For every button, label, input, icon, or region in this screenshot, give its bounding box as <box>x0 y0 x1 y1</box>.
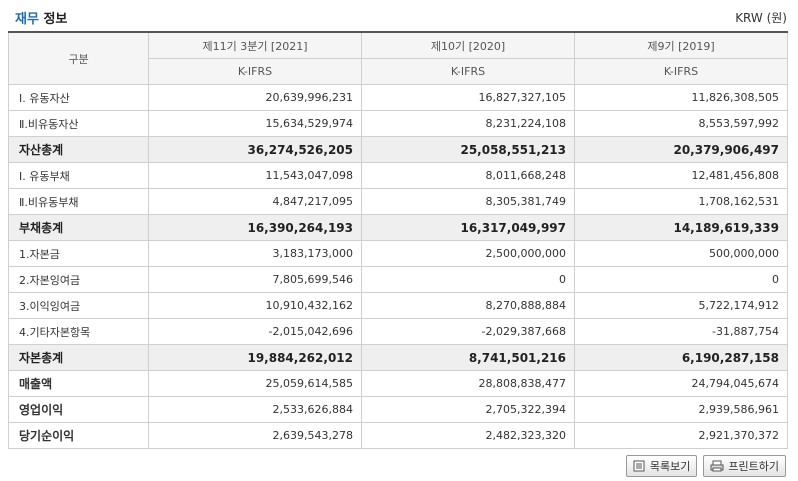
row-label: 당기순이익 <box>8 422 149 449</box>
row-value: 24,794,045,674 <box>574 370 788 397</box>
row-value: 8,741,501,216 <box>361 344 575 371</box>
row-value: -2,029,387,668 <box>361 318 575 345</box>
row-value: 16,390,264,193 <box>148 214 362 241</box>
column-header-period: 제9기 [2019] <box>574 31 788 59</box>
row-value: 14,189,619,339 <box>574 214 788 241</box>
table-row: Ⅰ. 유동부채 11,543,047,098 8,011,668,248 12,481… <box>8 162 788 189</box>
row-value: 28,808,838,477 <box>361 370 575 397</box>
section-header: 재무 정보 KRW (원) <box>0 0 798 30</box>
row-value: 8,270,888,884 <box>361 292 575 319</box>
row-value: 2,533,626,884 <box>148 396 362 423</box>
table-row: 3.이익잉여금 10,910,432,162 8,270,888,884 5,722,… <box>8 292 788 319</box>
page-title: 재무 정보 <box>15 12 68 27</box>
row-value: 3,183,173,000 <box>148 240 362 267</box>
row-value: 0 <box>574 266 788 293</box>
row-value: 19,884,262,012 <box>148 344 362 371</box>
row-label: 영업이익 <box>8 396 149 423</box>
table-row: Ⅱ.비유동자산 15,634,529,974 8,231,224,108 8,553,… <box>8 110 788 137</box>
header-row-periods: 구분 제11기 3분기 [2021] 제10기 [2020] 제9기 [2019… <box>8 31 788 85</box>
action-buttons: 목록보기 프린트하기 <box>625 455 786 477</box>
column-header-category: 구분 <box>8 31 149 85</box>
table-row: 매출액 25,059,614,585 28,808,838,477 24,794,04… <box>8 370 788 397</box>
table-row: 4.기타자본항목 -2,015,042,696 -2,029,387,668 -31,… <box>8 318 788 345</box>
row-value: 8,231,224,108 <box>361 110 575 137</box>
row-value: 25,058,551,213 <box>361 136 575 163</box>
print-button[interactable]: 프린트하기 <box>703 455 786 477</box>
row-value: 8,553,597,992 <box>574 110 788 137</box>
row-label: 부채총계 <box>8 214 149 241</box>
row-value: 2,500,000,000 <box>361 240 575 267</box>
row-value: 0 <box>361 266 575 293</box>
row-value: 5,722,174,912 <box>574 292 788 319</box>
header-row-standards: K-IFRS K-IFRS K-IFRS <box>9 58 788 85</box>
row-label: Ⅰ. 유동부채 <box>8 162 149 189</box>
row-value: 2,705,322,394 <box>361 396 575 423</box>
row-value: 25,059,614,585 <box>148 370 362 397</box>
row-value: 16,317,049,997 <box>361 214 575 241</box>
print-label: 프린트하기 <box>728 460 779 473</box>
row-label: 4.기타자본항목 <box>8 318 149 345</box>
row-value: 2,939,586,961 <box>574 396 788 423</box>
printer-icon <box>710 460 724 472</box>
row-label: 매출액 <box>8 370 149 397</box>
row-value: 2,921,370,372 <box>574 422 788 449</box>
row-value: -2,015,042,696 <box>148 318 362 345</box>
currency-unit: KRW (원) <box>735 11 787 25</box>
row-value: 2,482,323,320 <box>361 422 575 449</box>
row-value: 20,639,996,231 <box>148 84 362 111</box>
table-row: 부채총계 16,390,264,193 16,317,049,997 14,189,6… <box>8 214 788 241</box>
row-value: 11,826,308,505 <box>574 84 788 111</box>
table-row: Ⅰ. 유동자산 20,639,996,231 16,827,327,105 11,82… <box>8 84 788 111</box>
row-label: 3.이익잉여금 <box>8 292 149 319</box>
row-value: 10,910,432,162 <box>148 292 362 319</box>
row-label: Ⅱ.비유동부채 <box>8 188 149 215</box>
row-value: 12,481,456,808 <box>574 162 788 189</box>
table-row: 자산총계 36,274,526,205 25,058,551,213 20,379,9… <box>8 136 788 163</box>
row-value: 4,847,217,095 <box>148 188 362 215</box>
row-value: 15,634,529,974 <box>148 110 362 137</box>
row-value: 8,305,381,749 <box>361 188 575 215</box>
row-value: 11,543,047,098 <box>148 162 362 189</box>
row-value: 16,827,327,105 <box>361 84 575 111</box>
row-label: Ⅱ.비유동자산 <box>8 110 149 137</box>
row-value: 8,011,668,248 <box>361 162 575 189</box>
table-row: 당기순이익 2,639,543,278 2,482,323,320 2,921,370… <box>8 422 788 449</box>
column-header-period: 제11기 3분기 [2021] <box>148 31 362 59</box>
row-label: 2.자본잉여금 <box>8 266 149 293</box>
row-value: -31,887,754 <box>574 318 788 345</box>
column-header-period: 제10기 [2020] <box>361 31 575 59</box>
row-label: 자본총계 <box>8 344 149 371</box>
financial-table: 구분 제11기 3분기 [2021] 제10기 [2020] 제9기 [2019… <box>8 31 788 449</box>
table-row: 2.자본잉여금 7,805,699,546 0 0 <box>8 266 788 293</box>
list-view-label: 목록보기 <box>649 460 691 473</box>
list-icon <box>633 460 646 472</box>
row-label: 자산총계 <box>8 136 149 163</box>
row-label: 1.자본금 <box>8 240 149 267</box>
table-row: 1.자본금 3,183,173,000 2,500,000,000 500,000,0… <box>8 240 788 267</box>
row-value: 7,805,699,546 <box>148 266 362 293</box>
column-header-standard: K-IFRS <box>574 58 788 85</box>
table-row: 영업이익 2,533,626,884 2,705,322,394 2,939,586,… <box>8 396 788 423</box>
row-value: 1,708,162,531 <box>574 188 788 215</box>
row-value: 6,190,287,158 <box>574 344 788 371</box>
table-row: Ⅱ.비유동부채 4,847,217,095 8,305,381,749 1,708,1… <box>8 188 788 215</box>
row-value: 20,379,906,497 <box>574 136 788 163</box>
column-header-standard: K-IFRS <box>148 58 362 85</box>
row-value: 36,274,526,205 <box>148 136 362 163</box>
table-row: 자본총계 19,884,262,012 8,741,501,216 6,190,287… <box>8 344 788 371</box>
list-view-button[interactable]: 목록보기 <box>625 455 698 477</box>
row-value: 500,000,000 <box>574 240 788 267</box>
column-header-standard: K-IFRS <box>361 58 575 85</box>
row-label: Ⅰ. 유동자산 <box>8 84 149 111</box>
row-value: 2,639,543,278 <box>148 422 362 449</box>
